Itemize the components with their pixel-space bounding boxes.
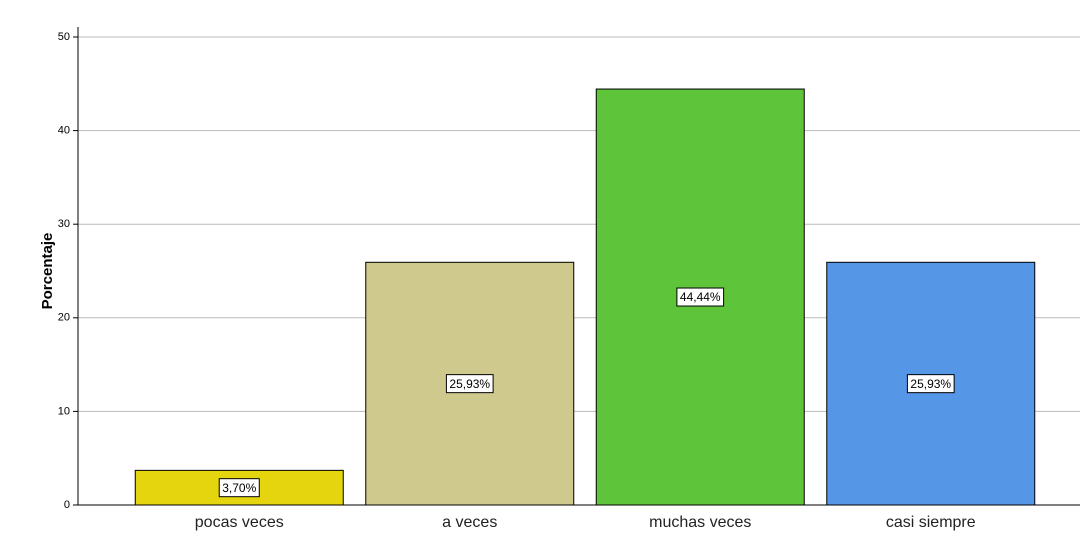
value-label: 25,93% bbox=[910, 377, 951, 391]
y-tick-label: 10 bbox=[58, 405, 70, 417]
value-label: 44,44% bbox=[680, 290, 721, 304]
value-label-box bbox=[445, 374, 494, 394]
x-tick-label: muchas veces bbox=[649, 514, 751, 531]
y-tick-label: 50 bbox=[58, 31, 70, 43]
value-label-box bbox=[906, 374, 955, 394]
x-tick-label: casi siempre bbox=[886, 514, 976, 531]
y-tick-label: 40 bbox=[58, 125, 70, 137]
y-axis-label: Porcentaje bbox=[39, 233, 56, 310]
value-label: 25,93% bbox=[449, 377, 490, 391]
x-tick-label: pocas veces bbox=[195, 514, 284, 531]
value-label: 3,70% bbox=[222, 481, 256, 495]
y-tick-label: 30 bbox=[58, 218, 70, 230]
y-tick-label: 20 bbox=[58, 312, 70, 324]
x-tick-label: a veces bbox=[442, 514, 497, 531]
value-label-box bbox=[218, 478, 260, 498]
y-tick-label: 0 bbox=[64, 499, 70, 511]
value-label-box bbox=[676, 287, 725, 307]
